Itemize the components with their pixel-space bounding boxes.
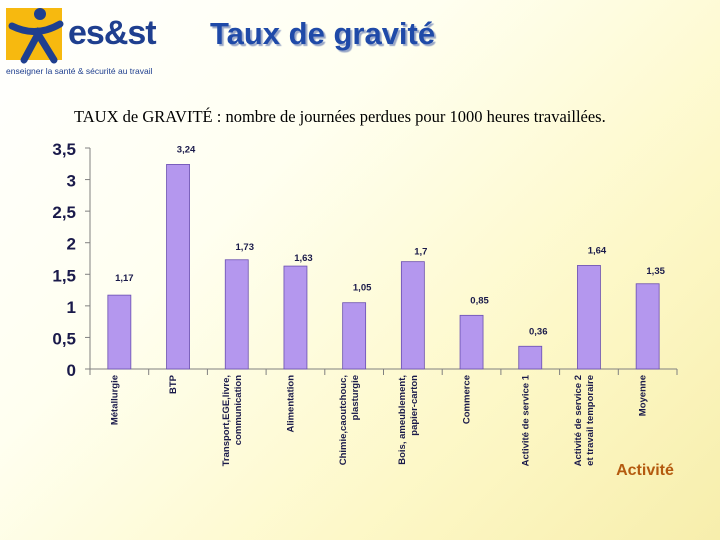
bar xyxy=(107,294,132,370)
bar xyxy=(635,283,660,370)
y-tick-label: 2,5 xyxy=(52,203,76,222)
logo-figure-icon xyxy=(6,8,64,64)
bar xyxy=(224,259,249,370)
bar xyxy=(166,164,190,370)
svg-text:et travail temporaire: et travail temporaire xyxy=(585,375,596,466)
x-tick-label: Moyenne xyxy=(638,375,649,416)
data-label: 1,73 xyxy=(236,242,255,253)
data-label: 1,35 xyxy=(646,266,665,277)
svg-text:Commerce: Commerce xyxy=(462,375,473,424)
x-tick-label: Commerce xyxy=(462,375,473,424)
x-tick-label: Métallurgie xyxy=(109,375,120,425)
bar xyxy=(283,265,308,370)
x-tick-label: Transport,EGE,livre, communication xyxy=(221,375,244,467)
chart-subtitle: TAUX de GRAVITÉ : nombre de journées per… xyxy=(74,107,606,126)
svg-text:Alimentation: Alimentation xyxy=(285,375,296,433)
x-tick-label: Bois, ameublement, papier-carton xyxy=(397,375,420,465)
x-tick-label: Alimentation xyxy=(285,375,296,433)
logo: es&st enseigner la santé & sécurité au t… xyxy=(6,4,176,80)
svg-text:papier-carton: papier-carton xyxy=(409,375,420,436)
svg-text:Transport,EGE,livre,: Transport,EGE,livre, xyxy=(221,375,232,466)
y-tick-label: 2 xyxy=(67,235,76,254)
svg-text:Moyenne: Moyenne xyxy=(638,375,649,416)
y-tick-label: 0,5 xyxy=(52,329,76,348)
x-axis-title: Activité xyxy=(616,462,674,479)
data-label: 1,7 xyxy=(414,247,427,258)
data-label: 1,64 xyxy=(588,245,607,256)
x-tick-label: Activité de service 1 xyxy=(520,374,531,466)
bar xyxy=(459,314,484,370)
x-tick-label: Activité de service 2 et travail temporai… xyxy=(573,375,596,466)
y-tick-label: 3 xyxy=(67,172,76,191)
data-label: 3,24 xyxy=(177,144,196,155)
data-label: 1,17 xyxy=(115,273,134,284)
data-label: 1,05 xyxy=(353,283,372,294)
x-tick-label: Chimie,caoutchouc, plasturgie xyxy=(338,375,361,465)
bar xyxy=(518,345,543,370)
y-tick-label: 1 xyxy=(67,298,76,317)
y-tick-label: 3,5 xyxy=(52,140,76,159)
logo-text: es&st xyxy=(68,14,157,52)
data-label: 0,85 xyxy=(470,295,489,306)
x-tick-label: BTP xyxy=(168,374,179,394)
svg-text:Métallurgie: Métallurgie xyxy=(109,375,120,425)
svg-text:Chimie,caoutchouc,: Chimie,caoutchouc, xyxy=(338,375,349,465)
svg-text:Bois, ameublement,: Bois, ameublement, xyxy=(397,375,408,465)
logo-tagline: enseigner la santé & sécurité au travail xyxy=(6,66,153,76)
data-label: 0,36 xyxy=(529,326,548,337)
page-title: Taux de gravité xyxy=(210,16,436,51)
svg-text:plasturgie: plasturgie xyxy=(350,375,361,420)
bar xyxy=(577,265,601,370)
bar xyxy=(342,302,367,370)
svg-text:Activité de service 2: Activité de service 2 xyxy=(573,375,584,466)
bar xyxy=(400,261,425,370)
y-tick-label: 0 xyxy=(67,361,76,380)
data-label: 1,63 xyxy=(294,253,313,264)
y-tick-label: 1,5 xyxy=(52,266,76,285)
svg-text:BTP: BTP xyxy=(168,374,179,394)
svg-text:Activité de service 1: Activité de service 1 xyxy=(520,374,531,466)
svg-text:communication: communication xyxy=(233,375,244,445)
